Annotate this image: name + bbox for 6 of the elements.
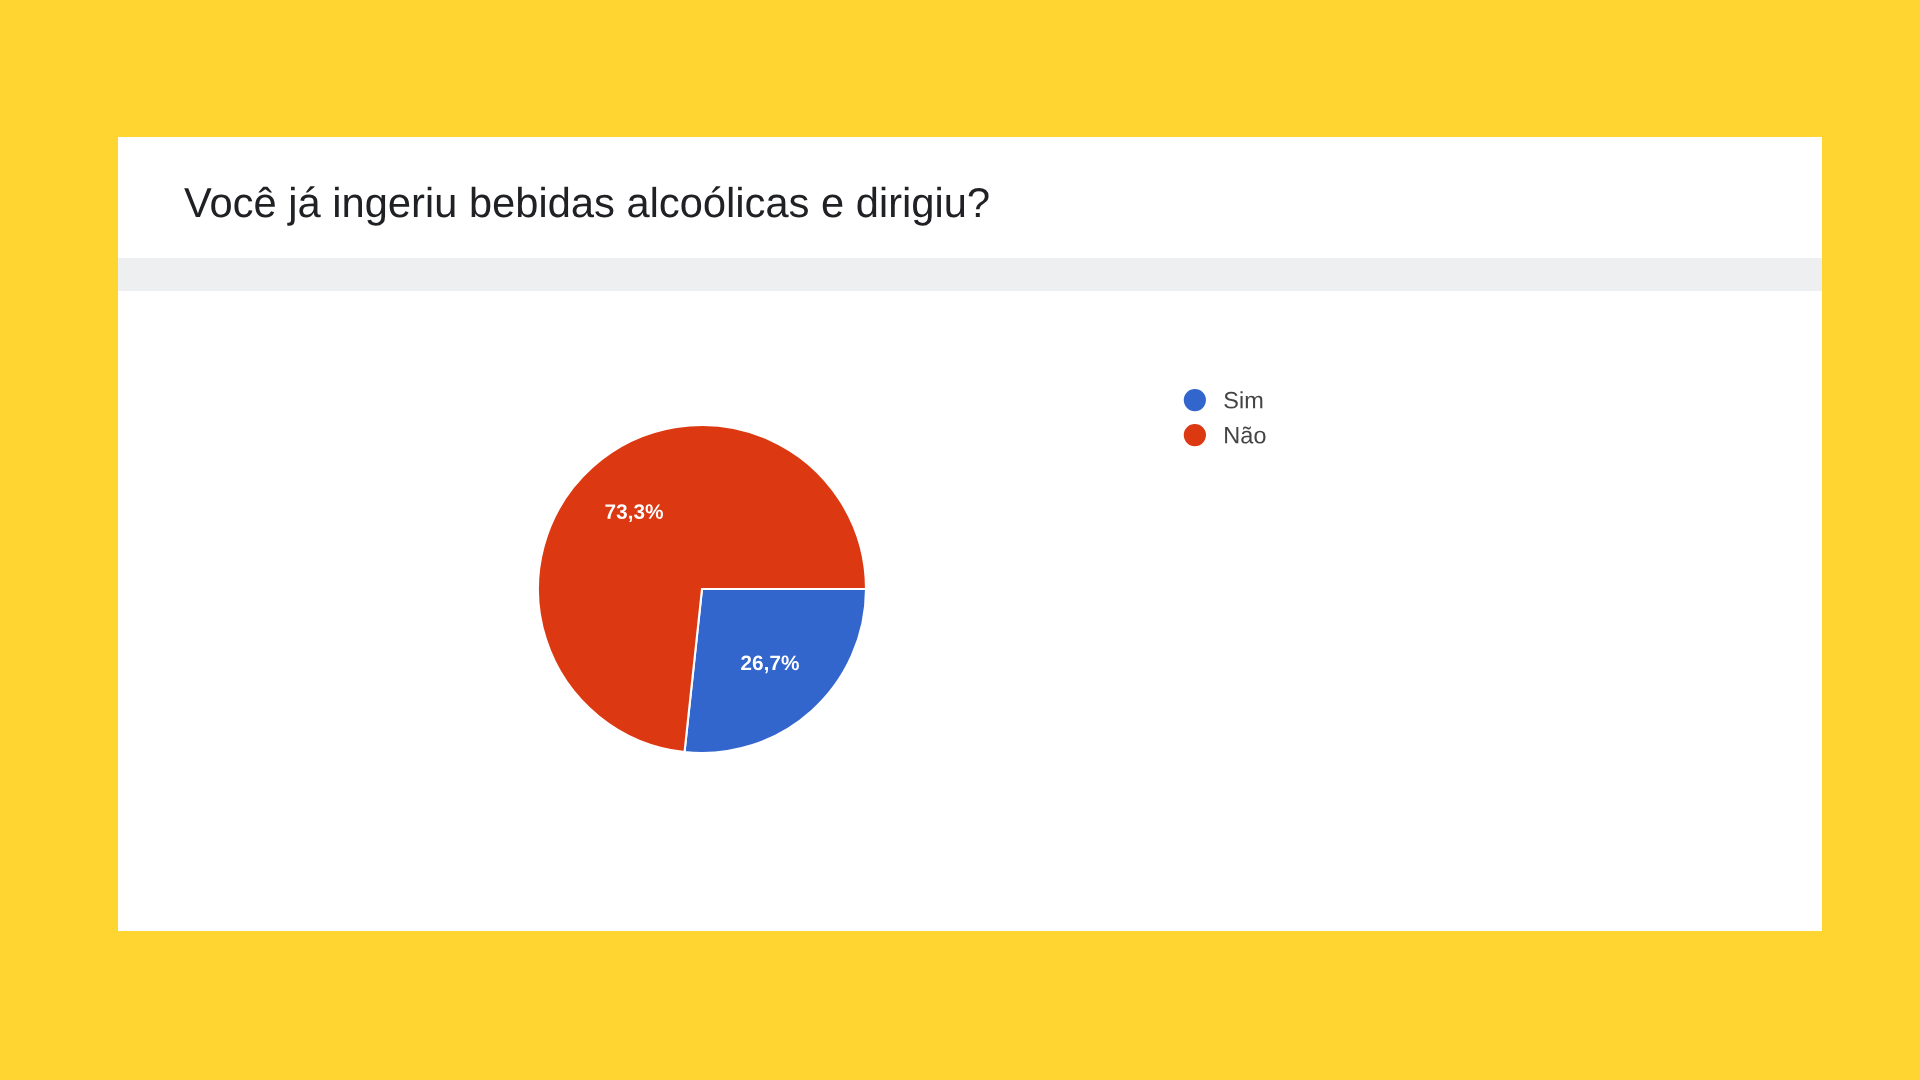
legend-label: Sim (1224, 391, 1263, 409)
chart-title: Você já ingeriu bebidas alcoólicas e dirigiu? (184, 186, 989, 226)
data-label: 26,7% (741, 655, 799, 674)
data-label: 73,3% (605, 504, 664, 522)
legend-label: Não (1225, 426, 1266, 444)
pie-slice (537, 423, 868, 754)
